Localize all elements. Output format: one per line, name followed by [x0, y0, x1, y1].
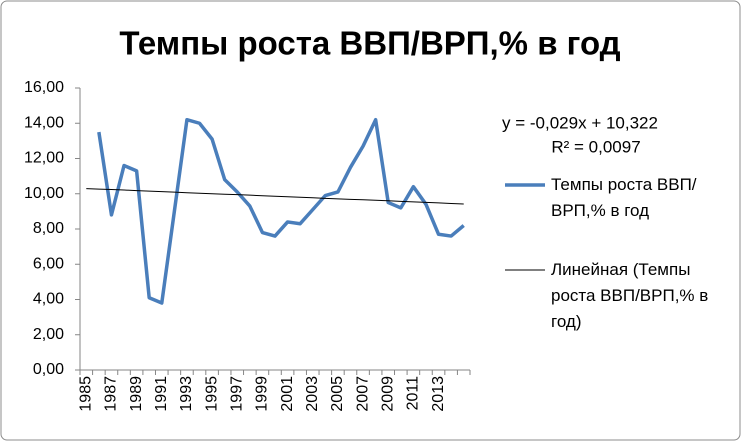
x-tick-label: 1987 [103, 376, 120, 412]
x-tick-label: 1999 [254, 376, 271, 412]
legend-label: Линейная (Темпы роста ВВП/ВРП,% в год) [551, 260, 709, 331]
x-tick-label: 2003 [304, 376, 321, 412]
x-tick-label: 2009 [379, 376, 396, 412]
y-tick-label: 8,00 [33, 220, 64, 237]
trendline-r2: R² = 0,0097 [551, 137, 640, 156]
x-tick-label: 1993 [178, 376, 195, 412]
y-tick-label: 14,00 [24, 114, 64, 131]
y-tick-label: 6,00 [33, 255, 64, 272]
legend-label: Темпы роста ВВП/ВРП,% в год [551, 175, 697, 220]
y-tick-label: 4,00 [33, 291, 64, 308]
x-tick-label: 1997 [228, 376, 245, 412]
y-tick-label: 10,00 [24, 185, 64, 202]
chart-title: Темпы роста ВВП/ВРП,% в год [119, 25, 620, 62]
y-tick-label: 12,00 [24, 150, 64, 167]
trendline-equation: y = -0,029x + 10,322 [502, 113, 658, 132]
x-tick-label: 2013 [430, 376, 447, 412]
y-tick-label: 0,00 [33, 361, 64, 378]
y-tick-label: 2,00 [33, 326, 64, 343]
x-tick-label: 2001 [279, 376, 296, 412]
x-tick-label: 1985 [78, 376, 95, 412]
x-tick-label: 2007 [354, 376, 371, 412]
trend-line [86, 188, 464, 205]
data-line [97, 117, 465, 305]
x-tick-label: 1991 [153, 376, 170, 412]
x-tick-label: 1989 [128, 376, 145, 412]
y-tick-label: 16,00 [24, 79, 64, 96]
x-tick-label: 2011 [405, 376, 422, 411]
x-tick-label: 2005 [329, 376, 346, 412]
x-tick-label: 1995 [203, 376, 220, 412]
